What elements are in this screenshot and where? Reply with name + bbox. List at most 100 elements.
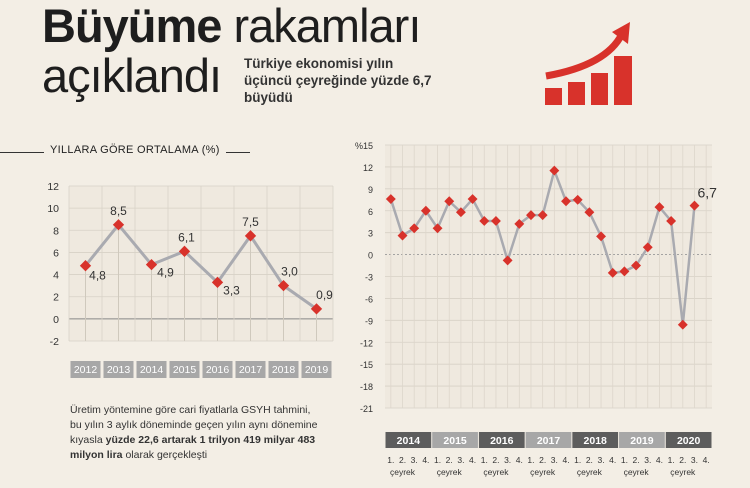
right-quarter-label: 3. [598, 455, 605, 465]
right-data-point [549, 165, 560, 176]
right-data-point [537, 210, 548, 221]
right-quarter-label: 1. [434, 455, 441, 465]
right-year-label: 2015 [443, 435, 467, 447]
right-data-point [654, 202, 665, 213]
left-data-point [178, 245, 191, 257]
left-data-point [277, 279, 290, 292]
right-quarter-label: 3. [551, 455, 558, 465]
gdp-description-bold: yüzde 22,6 artarak 1 trilyon 419 milyar … [70, 434, 316, 461]
right-y-tick: 9 [368, 185, 373, 195]
left-data-label: 7,5 [242, 215, 259, 229]
right-quarter-label: 1. [574, 455, 581, 465]
left-y-tick: 8 [53, 225, 59, 237]
title-bold-word: Büyüme [42, 0, 222, 52]
right-quarter-label: 3. [504, 455, 511, 465]
title-rest: rakamları [233, 0, 422, 52]
right-y-tick: -12 [360, 338, 373, 348]
right-y-tick: -6 [365, 294, 373, 304]
right-quarter-label: 2. [539, 455, 546, 465]
right-quarter-label: 2. [492, 455, 499, 465]
right-quarter-label: 3. [411, 455, 418, 465]
right-quarter-label: 1. [621, 455, 628, 465]
right-data-point [526, 210, 536, 221]
left-data-point [244, 230, 257, 242]
right-data-point [432, 223, 443, 234]
left-year-band [301, 361, 332, 378]
left-y-tick: -2 [50, 336, 59, 348]
right-data-point [584, 207, 595, 218]
left-y-tick: 12 [47, 181, 59, 193]
right-quarter-label: 2. [586, 455, 593, 465]
right-quarter-label: 1. [387, 455, 394, 465]
right-data-point [619, 266, 630, 277]
right-y-tick: -9 [365, 316, 373, 326]
right-year-band [432, 432, 478, 448]
right-y-tick: -3 [365, 273, 373, 283]
right-y-tick: 12 [363, 163, 373, 173]
right-data-point [467, 194, 478, 205]
right-year-band [619, 432, 665, 448]
left-year-band [202, 361, 233, 378]
right-data-point [514, 218, 525, 229]
right-data-point [502, 255, 513, 266]
left-x-tick: 2012 [74, 364, 98, 376]
right-y-tick: -15 [360, 360, 373, 370]
right-quarter-label: 4. [516, 455, 523, 465]
right-year-label: 2016 [490, 435, 514, 447]
right-data-point [596, 231, 607, 242]
left-data-point [145, 258, 158, 271]
right-year-band [525, 432, 572, 448]
right-data-point [455, 207, 466, 218]
right-quarter-label: 1. [668, 455, 675, 465]
right-year-label: 2014 [397, 435, 421, 447]
right-data-point [490, 216, 501, 226]
left-data-label: 3,0 [281, 265, 298, 279]
right-year-label: 2018 [584, 435, 608, 447]
page-title: Büyüme rakamları [42, 0, 422, 52]
right-data-point [561, 196, 571, 207]
right-data-point [444, 196, 455, 207]
right-data-point [666, 216, 677, 226]
right-quarter-label: 2. [633, 455, 640, 465]
right-quarter-label: 2. [679, 455, 686, 465]
left-y-tick: 10 [47, 203, 59, 215]
right-data-point [631, 260, 642, 271]
right-data-point [420, 205, 431, 216]
left-y-tick: 4 [53, 270, 59, 282]
right-last-value-label: 6,7 [697, 185, 717, 201]
right-quarter-label: 4. [469, 455, 476, 465]
page-title-line2: açıklandı [42, 49, 222, 102]
right-quarter-word: çeyrek [530, 467, 556, 477]
right-year-label: 2020 [677, 435, 701, 447]
right-quarter-word: çeyrek [670, 467, 696, 477]
right-quarter-label: 2. [446, 455, 453, 465]
right-quarter-label: 4. [562, 455, 569, 465]
left-x-tick: 2019 [305, 364, 329, 376]
right-year-band [385, 432, 432, 448]
left-year-band [235, 361, 266, 378]
right-data-point [607, 267, 618, 278]
right-data-point [385, 194, 396, 205]
right-data-point [642, 242, 653, 253]
right-quarter-label: 3. [644, 455, 651, 465]
left-data-label: 0,9 [316, 288, 333, 302]
right-quarter-label: 3. [691, 455, 698, 465]
right-quarter-label: 4. [609, 455, 616, 465]
left-y-tick: 0 [53, 314, 59, 326]
gdp-description-end: olarak gerçekleşti [125, 449, 208, 461]
right-data-point [677, 319, 688, 330]
left-data-label: 8,5 [110, 204, 127, 218]
right-quarter-word: çeyrek [483, 467, 509, 477]
gdp-description: Üretim yöntemine göre cari fiyatlarla GS… [70, 403, 320, 463]
left-data-label: 4,9 [157, 266, 174, 280]
right-quarter-label: 1. [527, 455, 534, 465]
left-year-band [268, 361, 299, 378]
right-data-point [397, 230, 408, 241]
left-year-band [70, 361, 101, 378]
right-year-band [478, 432, 525, 448]
left-data-point [211, 276, 224, 288]
right-y-tick: 3 [368, 229, 373, 239]
right-data-point [409, 223, 420, 234]
left-data-label: 6,1 [178, 230, 195, 244]
right-year-band [665, 432, 712, 448]
